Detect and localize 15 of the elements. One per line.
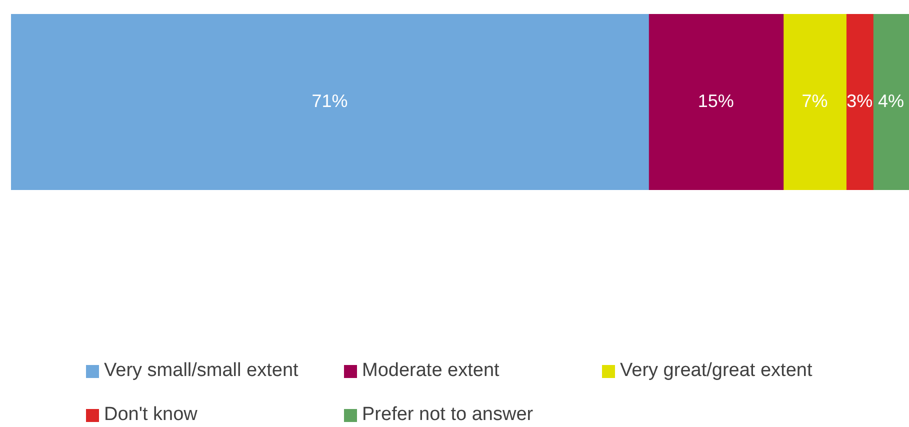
data-label: 71% xyxy=(312,90,348,111)
legend-label: Very small/small extent xyxy=(104,360,298,382)
bar xyxy=(648,14,784,190)
legend-label: Very great/great extent xyxy=(620,360,812,382)
data-label: 15% xyxy=(698,90,734,111)
bar xyxy=(872,14,909,190)
data-label: 3% xyxy=(846,90,873,111)
bar xyxy=(846,14,874,190)
legend-label: Prefer not to answer xyxy=(362,404,534,426)
bar xyxy=(782,14,846,190)
legend-label: Don't know xyxy=(104,404,198,426)
bar xyxy=(11,14,649,190)
legend-label: Moderate extent xyxy=(362,360,500,382)
data-label: 7% xyxy=(802,90,828,111)
data-label: 4% xyxy=(878,90,904,111)
